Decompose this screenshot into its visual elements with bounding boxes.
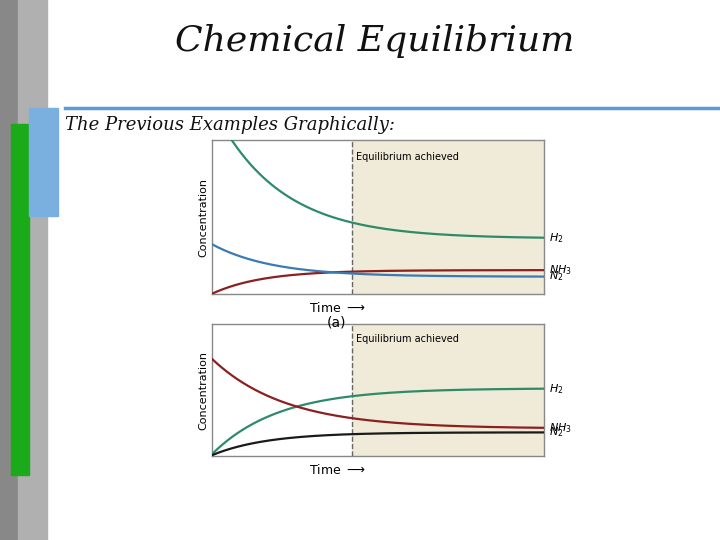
Text: Time $\longrightarrow$: Time $\longrightarrow$ [309,301,365,315]
Text: $NH_3$: $NH_3$ [549,421,572,435]
Bar [351,324,544,456]
Text: $N_2$: $N_2$ [549,426,563,440]
Text: $H_2$: $H_2$ [549,231,563,245]
Text: $H_2$: $H_2$ [549,382,563,396]
Text: Chemical Equilibrium: Chemical Equilibrium [175,24,574,58]
Text: Equilibrium achieved: Equilibrium achieved [356,152,459,162]
Bar [351,140,544,294]
Text: Equilibrium achieved: Equilibrium achieved [356,334,459,344]
Text: (a): (a) [327,316,347,330]
Text: The Previous Examples Graphically:: The Previous Examples Graphically: [65,116,395,134]
Text: $N_2$: $N_2$ [549,269,563,284]
Y-axis label: Concentration: Concentration [198,350,208,430]
Text: Time $\longrightarrow$: Time $\longrightarrow$ [309,463,365,477]
Y-axis label: Concentration: Concentration [198,178,208,257]
Text: $NH_3$: $NH_3$ [549,264,572,277]
